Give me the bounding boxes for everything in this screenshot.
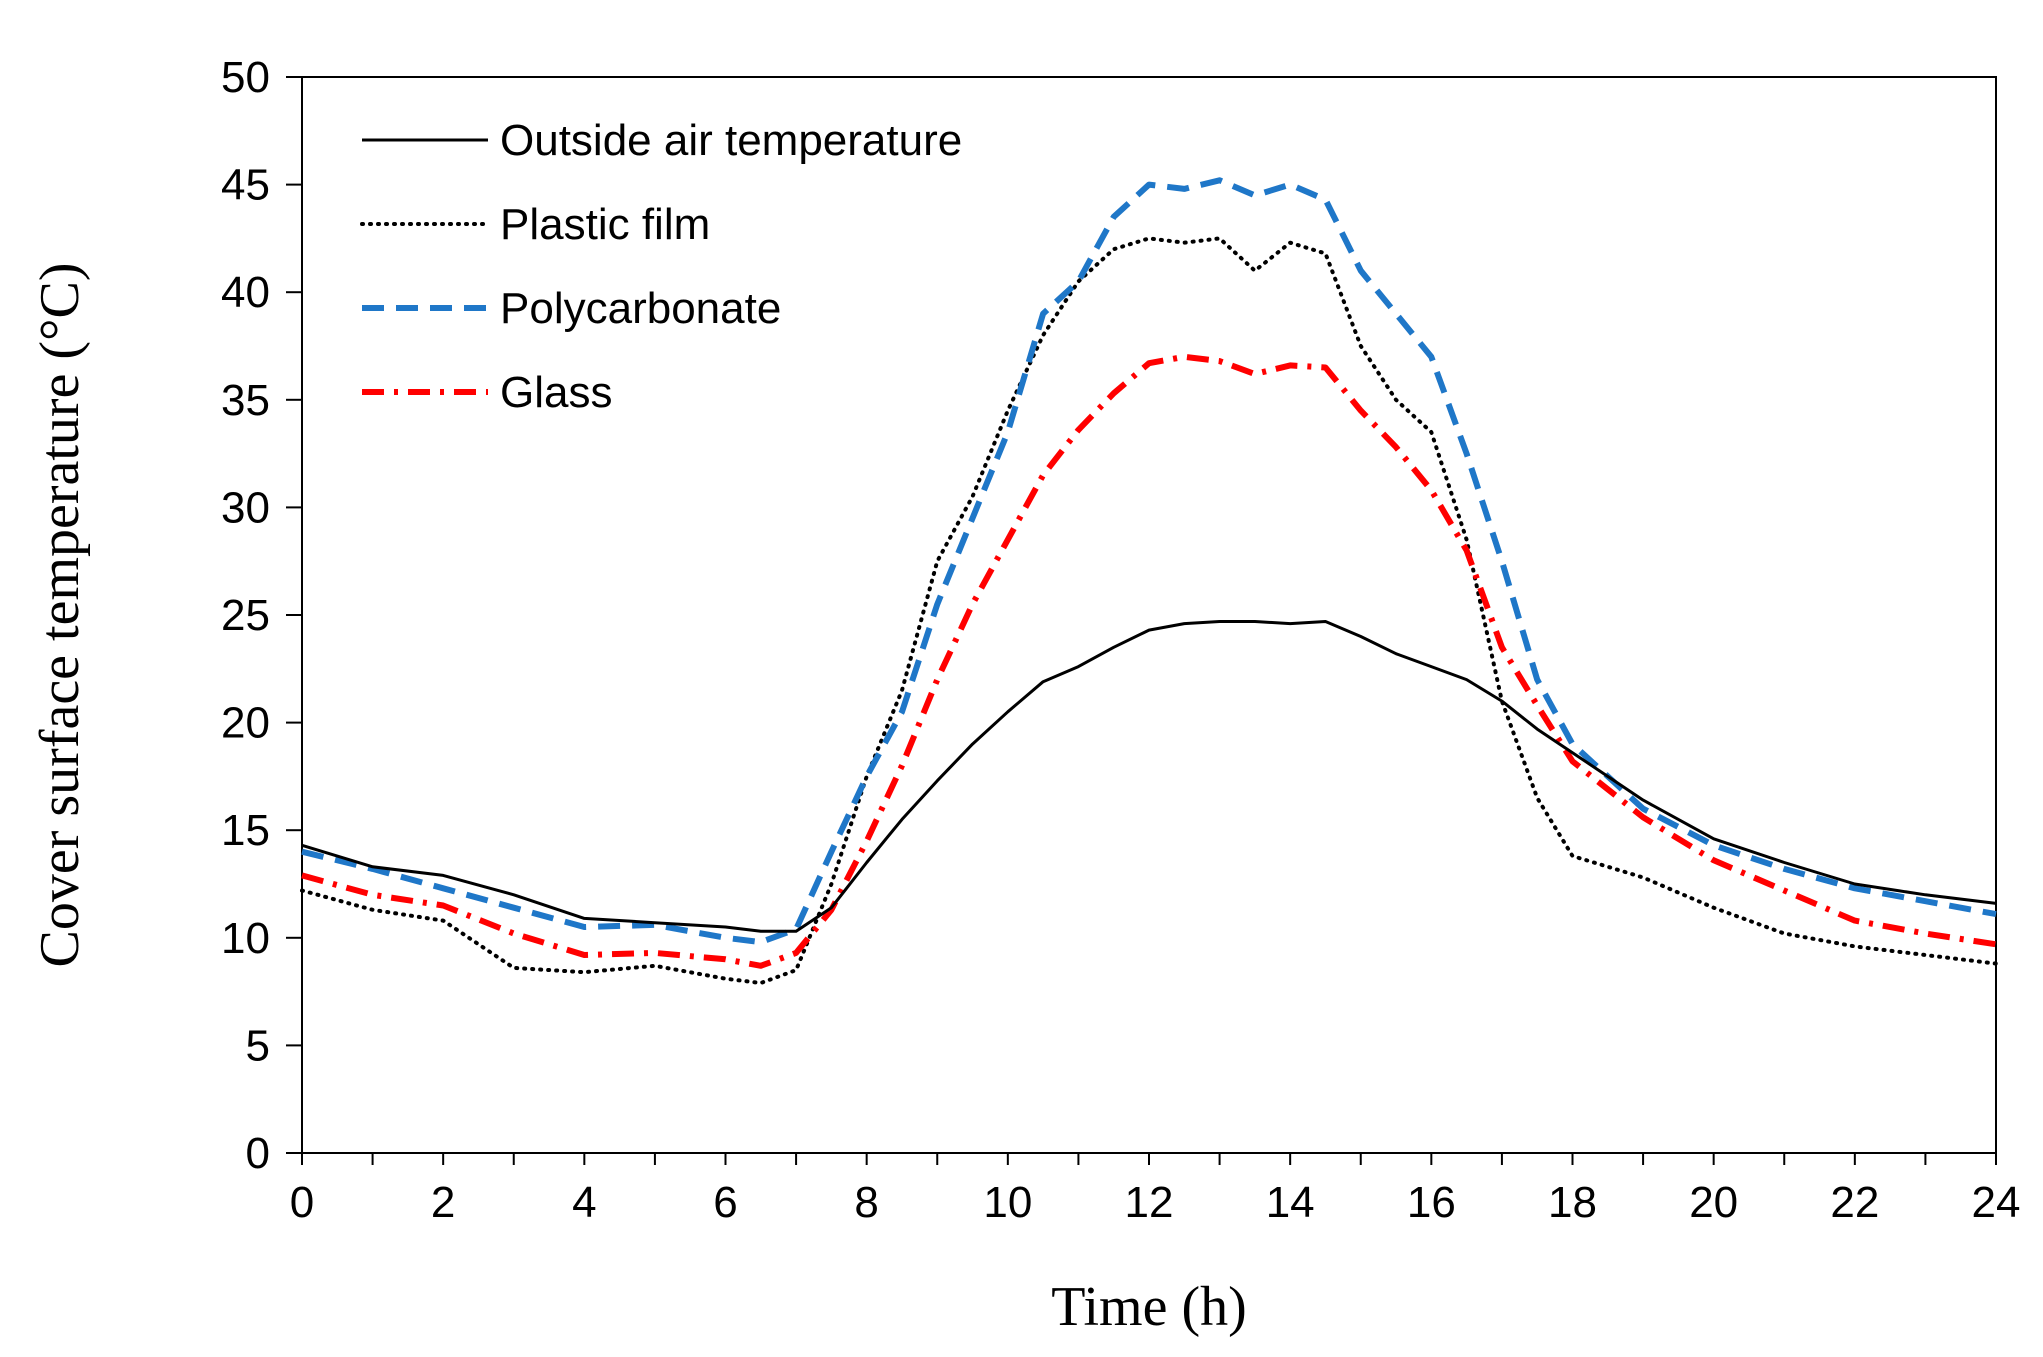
legend-label-glass: Glass	[500, 368, 612, 417]
series-line-polycarbonate	[301, 177, 1997, 946]
y-axis-title: Cover surface temperature (°C)	[29, 263, 91, 968]
legend-label-plastic-film: Plastic film	[500, 200, 710, 249]
legend-label-polycarbonate: Polycarbonate	[500, 284, 781, 333]
y-tick-label: 15	[221, 806, 270, 855]
x-tick-label: 14	[1266, 1178, 1315, 1227]
series-layer	[300, 177, 1998, 985]
y-tick-label: 30	[221, 483, 270, 532]
x-tick-label: 20	[1689, 1178, 1738, 1227]
x-tick-label: 10	[983, 1178, 1032, 1227]
x-tick-label: 24	[1972, 1178, 2021, 1227]
x-tick-label: 22	[1830, 1178, 1879, 1227]
y-tick-label: 10	[221, 914, 270, 963]
series-line-glass	[301, 353, 1997, 969]
y-tick-label: 20	[221, 699, 270, 748]
x-axis-ticks: 0 2 4 6 8 10 12 14 16 18 20 22 24	[290, 1153, 2021, 1227]
x-axis-title: Time (h)	[1051, 1276, 1247, 1338]
x-tick-label: 18	[1548, 1178, 1597, 1227]
y-axis-ticks: 0 5 10 15 20 25 30 35 40 45 50	[221, 53, 302, 1178]
x-tick-label: 4	[572, 1178, 596, 1227]
y-tick-label: 50	[221, 53, 270, 102]
y-tick-label: 5	[246, 1021, 270, 1070]
legend: Outside air temperature Plastic film Polyc…	[360, 116, 962, 417]
x-tick-label: 8	[854, 1178, 878, 1227]
x-tick-label: 16	[1407, 1178, 1456, 1227]
series-line-plastic-film	[300, 236, 1998, 985]
series-line-outside-air-temperature	[301, 620, 1997, 933]
y-tick-label: 35	[221, 376, 270, 425]
y-tick-label: 40	[221, 268, 270, 317]
x-tick-label: 0	[290, 1178, 314, 1227]
x-tick-label: 6	[713, 1178, 737, 1227]
x-tick-label: 12	[1125, 1178, 1174, 1227]
x-tick-label: 2	[431, 1178, 455, 1227]
y-tick-label: 25	[221, 591, 270, 640]
legend-label-outside-air-temperature: Outside air temperature	[500, 116, 962, 165]
y-tick-label: 0	[246, 1129, 270, 1178]
y-tick-label: 45	[221, 161, 270, 210]
